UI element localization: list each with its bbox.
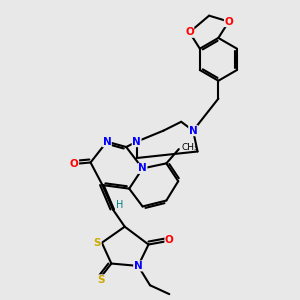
Text: O: O — [224, 16, 233, 27]
Text: O: O — [165, 235, 174, 245]
Text: N: N — [138, 164, 147, 173]
Text: N: N — [103, 137, 111, 147]
Text: O: O — [185, 27, 194, 37]
Text: S: S — [94, 238, 101, 248]
Text: O: O — [70, 159, 79, 169]
Text: N: N — [134, 261, 142, 271]
Text: H: H — [116, 200, 123, 210]
Text: CH₃: CH₃ — [182, 143, 198, 152]
Text: S: S — [97, 275, 105, 285]
Text: N: N — [189, 126, 197, 136]
Text: N: N — [132, 137, 141, 147]
